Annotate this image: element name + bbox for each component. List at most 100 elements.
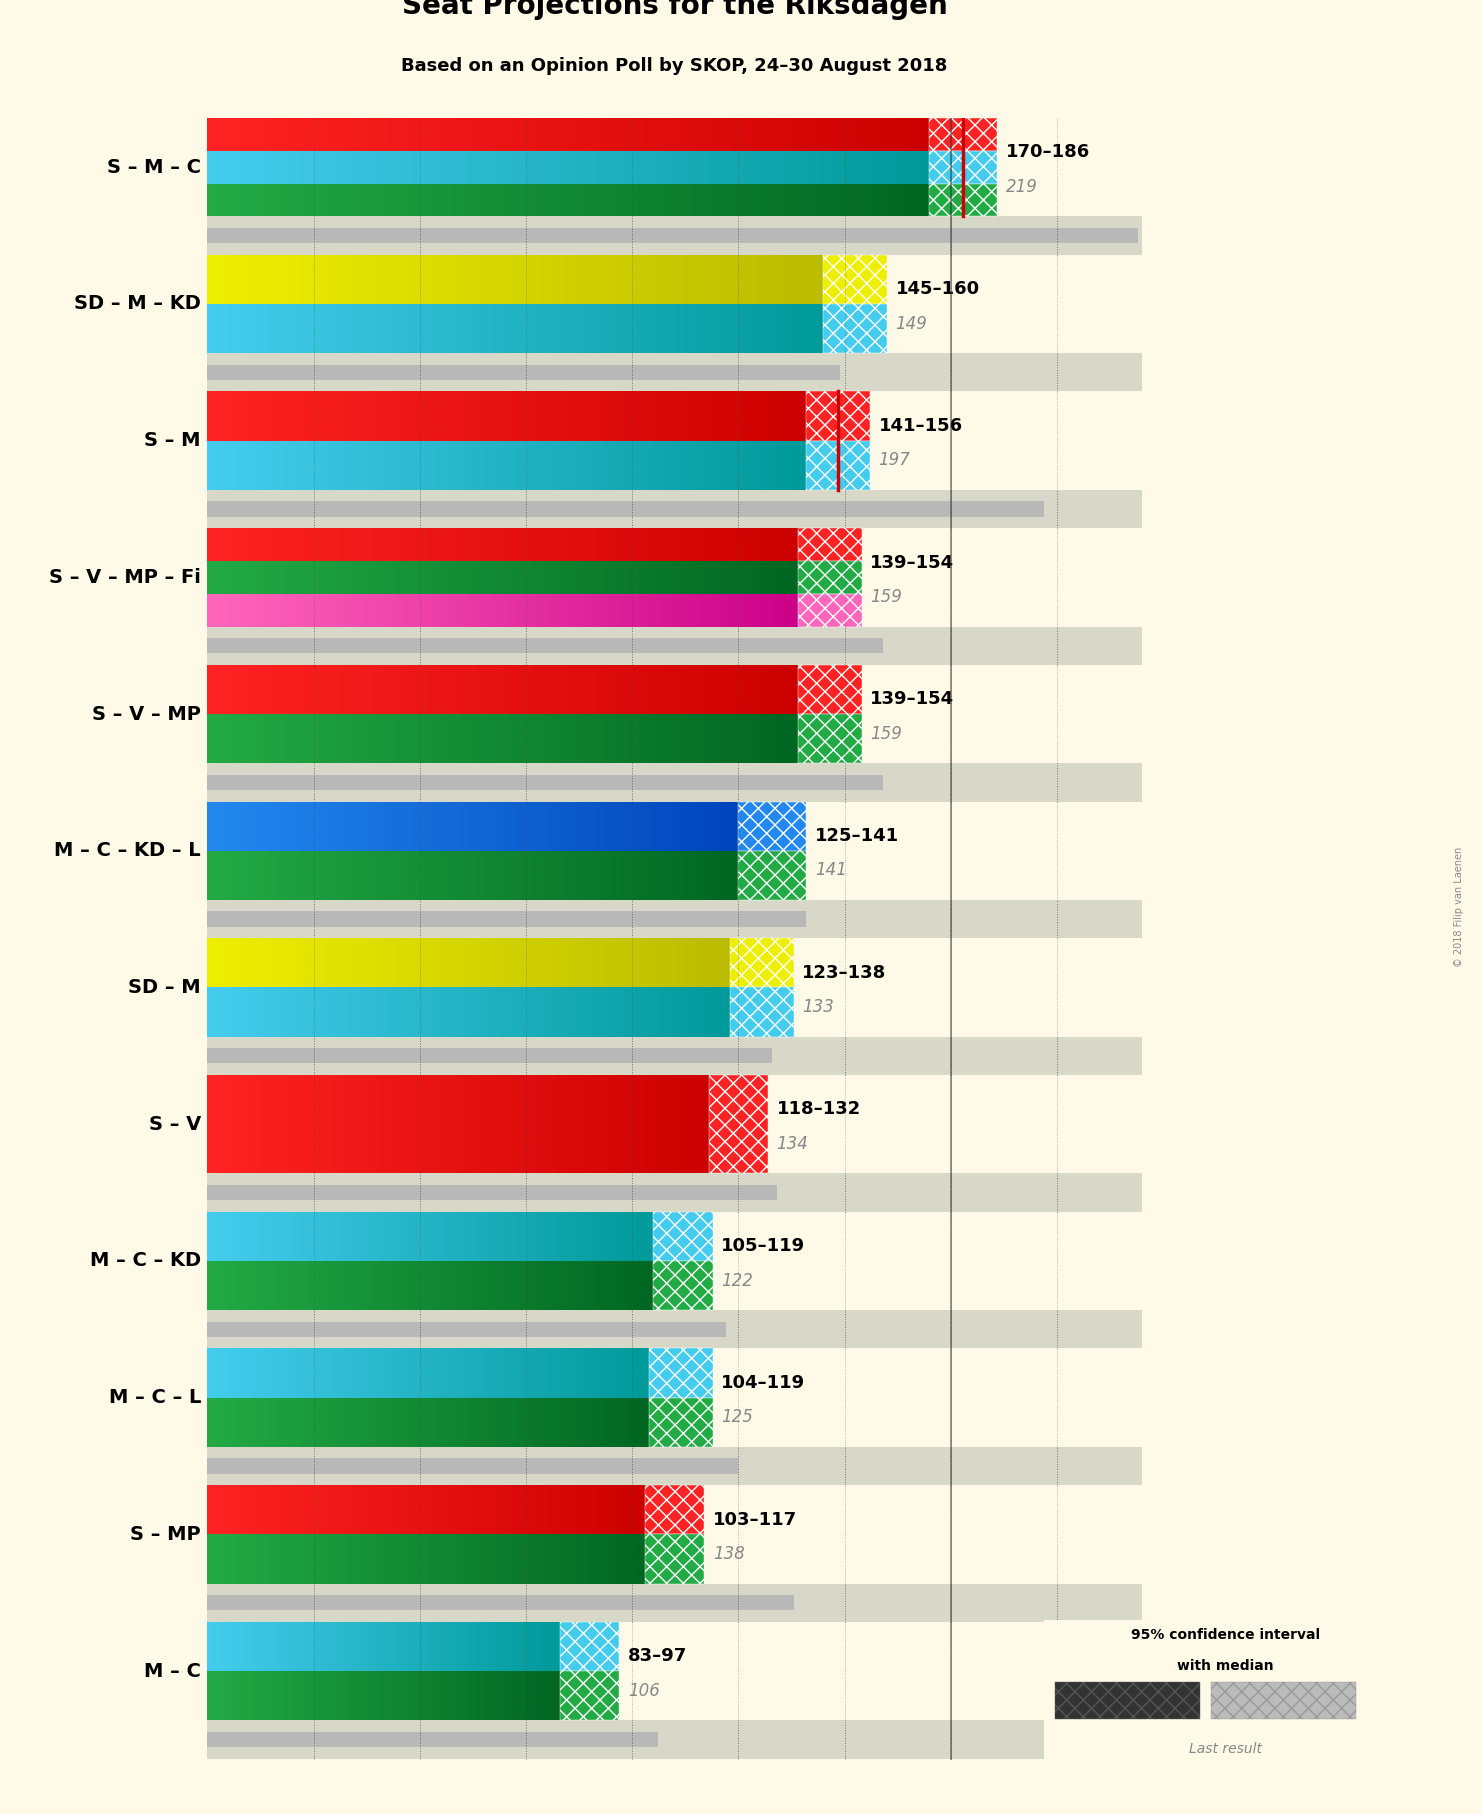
- Bar: [455, 1076, 456, 1174]
- Bar: [558, 441, 561, 490]
- Bar: [375, 1076, 376, 1174]
- Bar: [640, 851, 641, 900]
- Bar: [461, 715, 464, 764]
- Bar: [487, 1261, 489, 1310]
- Bar: [219, 305, 222, 354]
- Bar: [569, 802, 570, 851]
- Bar: [647, 392, 649, 441]
- Bar: [224, 151, 227, 183]
- Bar: [807, 118, 809, 151]
- Bar: [379, 1076, 381, 1174]
- Bar: [751, 151, 754, 183]
- Bar: [554, 1076, 555, 1174]
- Bar: [624, 183, 626, 216]
- Bar: [677, 441, 678, 490]
- Bar: [215, 528, 218, 561]
- Bar: [335, 802, 336, 851]
- Bar: [490, 1076, 492, 1174]
- Bar: [352, 1212, 354, 1261]
- Bar: [416, 183, 419, 216]
- Bar: [314, 664, 315, 715]
- Bar: [477, 1212, 478, 1261]
- Bar: [235, 664, 237, 715]
- Bar: [369, 1212, 370, 1261]
- Bar: [712, 851, 714, 900]
- Bar: [274, 561, 277, 593]
- Bar: [339, 441, 341, 490]
- Bar: [567, 938, 570, 987]
- Bar: [427, 593, 428, 626]
- Bar: [526, 183, 527, 216]
- Bar: [662, 593, 663, 626]
- Bar: [678, 441, 680, 490]
- Bar: [329, 1212, 330, 1261]
- Bar: [344, 664, 345, 715]
- Bar: [364, 938, 366, 987]
- Bar: [375, 987, 376, 1036]
- Bar: [862, 118, 865, 151]
- Bar: [323, 151, 326, 183]
- Bar: [299, 254, 302, 305]
- Bar: [649, 1212, 650, 1261]
- Bar: [542, 1212, 544, 1261]
- Bar: [573, 987, 575, 1036]
- Bar: [663, 938, 665, 987]
- Bar: [418, 528, 421, 561]
- Bar: [665, 987, 666, 1036]
- Bar: [350, 938, 352, 987]
- Bar: [649, 715, 650, 764]
- Bar: [231, 987, 234, 1036]
- Bar: [552, 664, 554, 715]
- Bar: [533, 1212, 535, 1261]
- Bar: [758, 392, 760, 441]
- Bar: [730, 528, 733, 561]
- Bar: [606, 305, 607, 354]
- Bar: [640, 938, 641, 987]
- Bar: [742, 528, 745, 561]
- Bar: [668, 392, 671, 441]
- Bar: [795, 593, 798, 626]
- Bar: [412, 561, 415, 593]
- Bar: [745, 664, 746, 715]
- Bar: [721, 715, 723, 764]
- Bar: [507, 1076, 508, 1174]
- Bar: [680, 851, 681, 900]
- Bar: [347, 183, 350, 216]
- Bar: [665, 254, 668, 305]
- Bar: [786, 392, 788, 441]
- Bar: [626, 1261, 628, 1310]
- Bar: [403, 183, 404, 216]
- Bar: [271, 528, 273, 561]
- Bar: [472, 254, 474, 305]
- Bar: [255, 561, 256, 593]
- Bar: [354, 1212, 355, 1261]
- Bar: [450, 118, 453, 151]
- Bar: [678, 802, 680, 851]
- Bar: [462, 183, 465, 216]
- Bar: [546, 392, 549, 441]
- Bar: [782, 664, 783, 715]
- Bar: [512, 938, 514, 987]
- Bar: [446, 151, 449, 183]
- Bar: [512, 118, 515, 151]
- Bar: [278, 851, 280, 900]
- Bar: [379, 802, 381, 851]
- Bar: [655, 938, 656, 987]
- Bar: [234, 151, 237, 183]
- Bar: [606, 938, 607, 987]
- Bar: [213, 1212, 215, 1261]
- Bar: [289, 938, 290, 987]
- Bar: [432, 1261, 434, 1310]
- Bar: [544, 305, 546, 354]
- Bar: [680, 118, 681, 151]
- Bar: [357, 118, 358, 151]
- Bar: [318, 938, 320, 987]
- Bar: [564, 593, 566, 626]
- Bar: [469, 851, 471, 900]
- Bar: [798, 561, 862, 593]
- Bar: [358, 183, 361, 216]
- Bar: [616, 441, 619, 490]
- Bar: [372, 938, 373, 987]
- Bar: [619, 441, 621, 490]
- Bar: [551, 254, 552, 305]
